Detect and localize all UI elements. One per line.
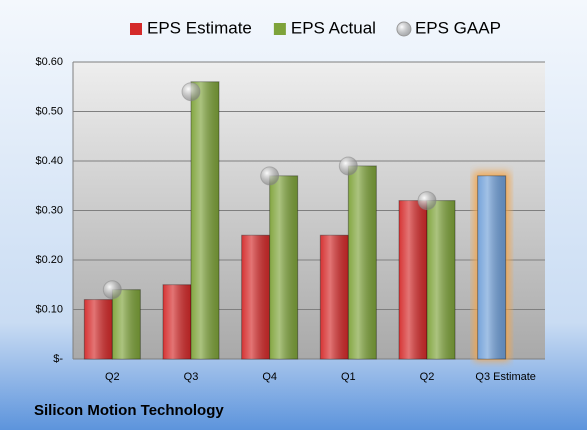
bar-shine <box>399 200 427 359</box>
x-tick-label: Q1 <box>341 371 356 383</box>
gaap-marker <box>181 82 201 102</box>
legend-label: EPS GAAP <box>415 18 501 37</box>
y-tick-label: $0.40 <box>35 155 63 167</box>
y-tick-label: $0.10 <box>35 303 63 315</box>
bar-shine <box>477 175 506 359</box>
y-tick-label: $0.60 <box>35 56 63 68</box>
bar-shine <box>191 81 219 360</box>
legend-label: EPS Estimate <box>147 18 252 37</box>
x-tick-label: Q2 <box>420 371 435 383</box>
legend-marker <box>273 23 286 35</box>
y-tick-label: $0.20 <box>35 254 63 266</box>
x-tick-label: Q4 <box>262 371 277 383</box>
x-tick-label: Q3 <box>184 371 199 383</box>
bar-shine <box>163 284 191 359</box>
bar-shine <box>241 235 270 359</box>
gaap-marker <box>102 280 122 300</box>
bar-shine <box>112 289 141 359</box>
bar-shine <box>320 235 349 359</box>
bar-shine <box>269 175 298 359</box>
bar-shine <box>348 165 377 359</box>
bar-shine <box>84 299 113 359</box>
y-tick-label: $- <box>53 353 63 365</box>
y-tick-label: $0.50 <box>35 105 63 117</box>
legend-marker <box>396 21 412 37</box>
bar-shine <box>427 200 455 359</box>
legend-label: EPS Actual <box>291 18 376 37</box>
gaap-marker <box>338 156 358 176</box>
x-tick-label: Q2 <box>105 371 120 383</box>
gaap-marker <box>417 191 437 211</box>
gaap-marker <box>260 166 280 186</box>
legend-marker <box>130 23 142 35</box>
footer: Silicon Motion Technology <box>34 402 224 419</box>
x-tick-label: Q3 Estimate <box>475 371 536 383</box>
y-tick-label: $0.30 <box>35 204 63 216</box>
